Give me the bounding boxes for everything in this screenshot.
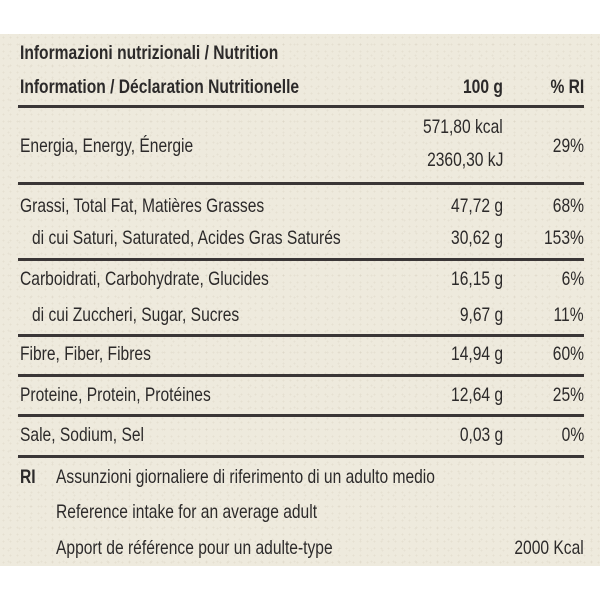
carbohydrate-label: Carboidrati, Carbohydrate, Glucides [20, 268, 269, 290]
divider [18, 374, 584, 377]
footnote-line-3: Apport de référence pour un adulte-type [56, 537, 333, 559]
fibre-value: 14,94 g [450, 343, 503, 365]
saturated-fat-ri: 153% [544, 227, 584, 249]
sugars-label: di cui Zuccheri, Sugar, Sucres [32, 304, 240, 326]
protein-ri: 25% [552, 384, 584, 406]
column-header-ri: % RI [550, 76, 584, 98]
carbohydrate-ri: 6% [561, 268, 584, 290]
energy-kj: 2360,30 kJ [426, 149, 503, 171]
saturated-fat-value: 30,62 g [450, 227, 503, 249]
saturated-fat-label: di cui Saturi, Saturated, Acides Gras Sa… [32, 227, 341, 249]
title-line-2: Information / Déclaration Nutritionelle [20, 76, 300, 98]
divider [18, 455, 584, 458]
sugars-value: 9,67 g [459, 304, 503, 326]
energy-ri: 29% [552, 135, 584, 157]
nutrition-label [0, 34, 600, 566]
fibre-ri: 60% [552, 343, 584, 365]
sugars-ri: 11% [553, 304, 584, 326]
divider [18, 105, 584, 108]
fat-ri: 68% [552, 195, 584, 217]
column-header-100g: 100 g [463, 76, 503, 98]
salt-ri: 0% [561, 424, 584, 446]
footnote-line-2: Reference intake for an average adult [56, 501, 318, 523]
footnote-kcal: 2000 Kcal [514, 537, 584, 559]
divider [18, 182, 584, 185]
fibre-label: Fibre, Fiber, Fibres [20, 343, 151, 365]
energy-label: Energia, Energy, Énergie [20, 135, 194, 157]
protein-label: Proteine, Protein, Protéines [20, 384, 211, 406]
salt-label: Sale, Sodium, Sel [20, 424, 145, 446]
carbohydrate-value: 16,15 g [450, 268, 503, 290]
divider [18, 258, 584, 261]
divider [18, 334, 584, 337]
protein-value: 12,64 g [450, 384, 503, 406]
salt-value: 0,03 g [459, 424, 503, 446]
divider [18, 414, 584, 417]
footnote-abbreviation: RI [20, 466, 36, 488]
fat-value: 47,72 g [450, 195, 503, 217]
energy-kcal: 571,80 kcal [423, 116, 503, 138]
title-line-1: Informazioni nutrizionali / Nutrition [20, 42, 279, 64]
footnote-line-1: Assunzioni giornaliere di riferimento di… [56, 466, 435, 488]
fat-label: Grassi, Total Fat, Matières Grasses [20, 195, 265, 217]
